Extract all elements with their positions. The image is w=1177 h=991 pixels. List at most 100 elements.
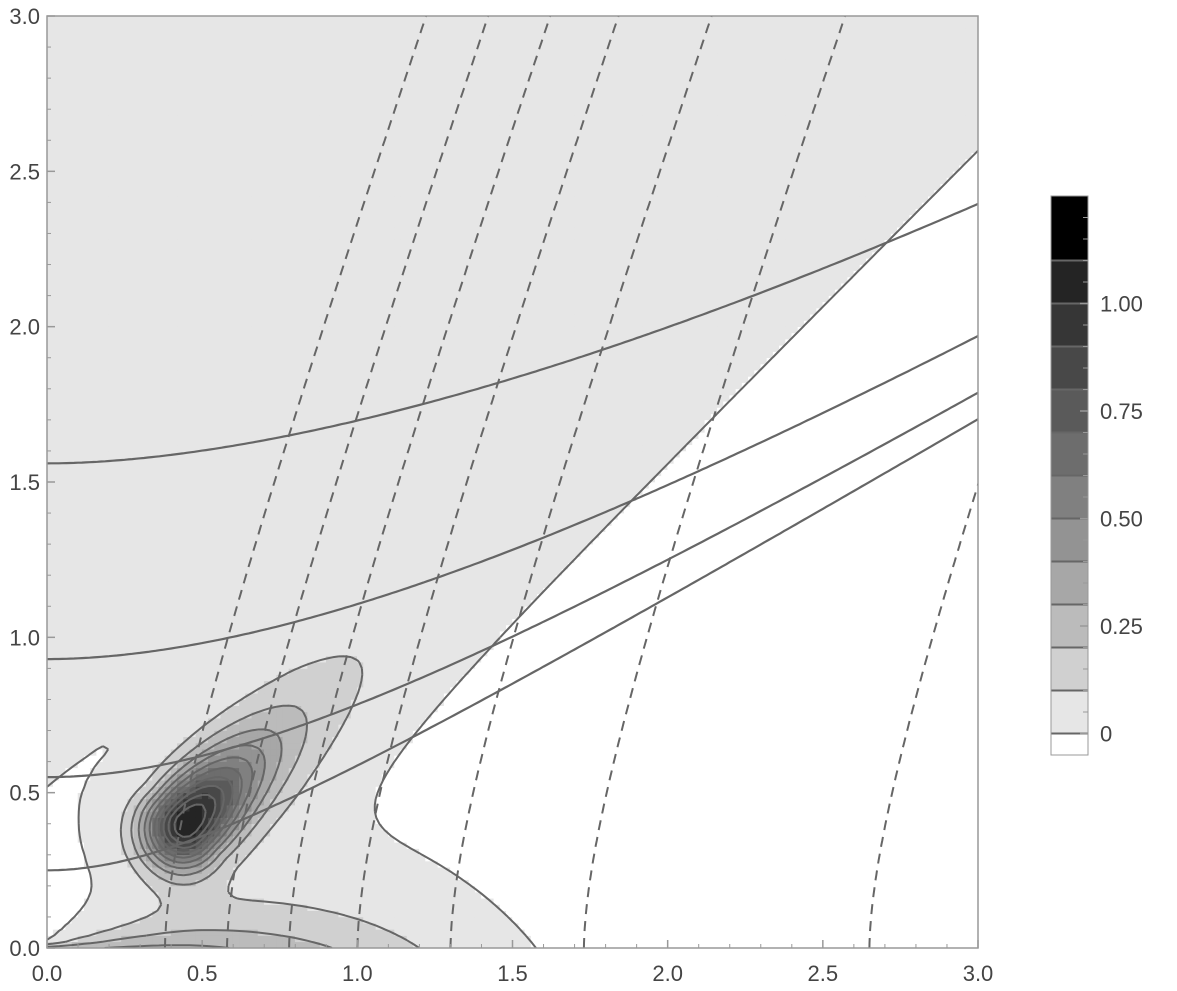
contour-cell [47, 835, 54, 843]
contour-cell [474, 891, 482, 899]
contour-cell [313, 860, 321, 868]
contour-cell [648, 897, 656, 905]
contour-cell [642, 786, 650, 793]
contour-cell [201, 904, 209, 912]
contour-cell [810, 804, 817, 812]
contour-cell [201, 929, 209, 936]
contour-cell [623, 879, 631, 887]
contour-cell [816, 904, 824, 912]
contour-cell [791, 848, 799, 856]
contour-cell [214, 798, 222, 806]
contour-cell [816, 842, 824, 849]
contour-cell [121, 891, 128, 899]
contour-cell [909, 767, 917, 775]
contour-cell [723, 755, 731, 762]
contour-cell [164, 817, 172, 825]
contour-cell [406, 891, 414, 899]
contour-cell [853, 879, 861, 887]
contour-cell [648, 866, 656, 874]
contour-cell [822, 835, 830, 843]
contour-cell [617, 761, 625, 769]
contour-cell [462, 854, 470, 862]
contour-cell [47, 848, 54, 856]
contour-cell [872, 941, 879, 948]
contour-cell [928, 848, 935, 856]
contour-cell [685, 848, 693, 856]
contour-cell [294, 897, 302, 905]
contour-cell [294, 941, 302, 948]
contour-cell [642, 779, 650, 787]
contour-cell [307, 910, 315, 918]
contour-cell [400, 885, 408, 893]
contour-cell [760, 866, 768, 874]
contour-cell [288, 910, 296, 918]
contour-cell [133, 792, 141, 800]
contour-cell [518, 860, 526, 868]
contour-cell [121, 792, 128, 800]
contour-cell [971, 873, 978, 880]
contour-cell [959, 829, 966, 837]
contour-cell [437, 748, 445, 756]
contour-cell [47, 811, 54, 818]
contour-cell [841, 897, 848, 905]
contour-cell [326, 854, 333, 862]
contour-cell [803, 854, 811, 862]
contour-cell [766, 879, 774, 887]
contour-cell [47, 891, 54, 899]
contour-cell [201, 891, 209, 899]
contour-cell [810, 817, 817, 825]
contour-cell [214, 779, 222, 787]
contour-cell [108, 873, 116, 880]
contour-cell [735, 897, 743, 905]
contour-cell [555, 891, 563, 899]
contour-cell [319, 866, 327, 874]
contour-cell [698, 767, 706, 775]
contour-cell [803, 897, 811, 905]
contour-cell [574, 873, 582, 880]
contour-cell [83, 835, 91, 843]
contour-cell [139, 823, 147, 831]
contour-cell [226, 848, 234, 856]
contour-cell [450, 885, 457, 893]
contour-cell [543, 916, 551, 924]
contour-cell [47, 916, 54, 924]
contour-cell [59, 755, 66, 762]
contour-cell [760, 835, 768, 843]
contour-cell [276, 804, 284, 812]
contour-cell [692, 910, 699, 918]
contour-cell [884, 904, 892, 912]
contour-cell [220, 854, 228, 862]
contour-cell [524, 811, 532, 818]
contour-cell [971, 916, 978, 924]
contour-cell [375, 929, 383, 936]
contour-cell [189, 904, 197, 912]
contour-cell [878, 755, 886, 762]
contour-cell [748, 904, 755, 912]
contour-cell [512, 842, 520, 849]
contour-cell [717, 811, 724, 818]
contour-cell [636, 792, 644, 800]
contour-cell [164, 891, 172, 899]
contour-cell [468, 798, 476, 806]
contour-cell [344, 860, 352, 868]
contour-cell [232, 910, 240, 918]
contour-cell [754, 935, 762, 943]
contour-cell [934, 866, 942, 874]
contour-cell [313, 811, 321, 818]
contour-cell [543, 842, 551, 849]
contour-cell [791, 817, 799, 825]
contour-cell [549, 891, 557, 899]
contour-cell [971, 786, 978, 793]
contour-cell [735, 742, 743, 750]
contour-cell [785, 804, 793, 812]
contour-cell [648, 804, 656, 812]
contour-cell [890, 897, 898, 905]
contour-cell [611, 860, 619, 868]
contour-cell [108, 742, 116, 750]
contour-cell [648, 767, 656, 775]
contour-cell [319, 854, 327, 862]
contour-cell [158, 786, 166, 793]
contour-cell [841, 904, 848, 912]
contour-cell [77, 854, 85, 862]
contour-cell [77, 817, 85, 825]
